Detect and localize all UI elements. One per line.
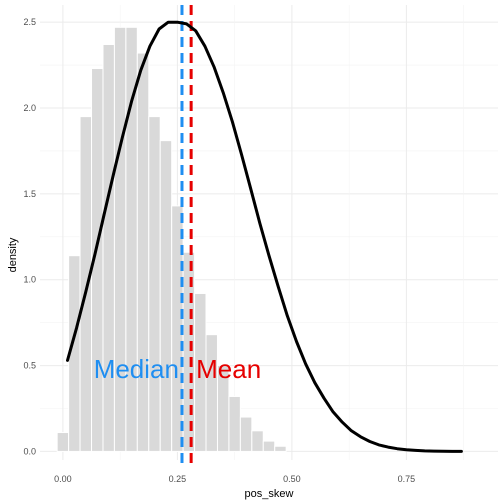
reference-lines <box>180 5 193 468</box>
histogram-bar <box>228 395 241 452</box>
y-axis-title: density <box>7 237 19 272</box>
x-axis-title: pos_skew <box>245 488 294 500</box>
histogram-bar <box>205 334 218 452</box>
density-curve <box>66 20 463 453</box>
histogram-bar <box>159 140 173 452</box>
histogram-bar <box>239 416 253 452</box>
y-tick-label: 0.5 <box>23 361 36 371</box>
density-curve-group <box>66 20 463 453</box>
annotations: Median Mean <box>94 354 261 384</box>
histogram-bar <box>79 116 93 452</box>
mean-annotation: Mean <box>196 354 261 384</box>
histogram-bar <box>102 43 115 452</box>
y-tick-label: 2.0 <box>23 103 36 113</box>
x-tick-label: 0.50 <box>283 474 301 484</box>
histogram-bar <box>262 440 276 452</box>
histogram-bar <box>182 251 196 452</box>
histogram-bar <box>56 432 70 452</box>
histogram-bar <box>136 52 150 452</box>
histogram-bar <box>251 430 264 452</box>
x-axis-ticks: 0.00 0.25 0.50 0.75 <box>54 474 415 484</box>
x-tick-label: 0.00 <box>54 474 72 484</box>
histogram-bar <box>113 26 127 452</box>
y-tick-label: 1.5 <box>23 189 36 199</box>
y-tick-label: 2.5 <box>23 17 36 27</box>
y-tick-label: 0.0 <box>23 446 36 456</box>
x-tick-label: 0.75 <box>398 474 416 484</box>
y-axis-ticks: 0.0 0.5 1.0 1.5 2.0 2.5 <box>23 17 36 456</box>
y-tick-label: 1.0 <box>23 275 36 285</box>
histogram-bar <box>274 445 287 452</box>
histogram-bars <box>56 26 287 452</box>
median-annotation: Median <box>94 354 179 384</box>
histogram-bar <box>148 116 161 452</box>
x-tick-label: 0.25 <box>169 474 187 484</box>
